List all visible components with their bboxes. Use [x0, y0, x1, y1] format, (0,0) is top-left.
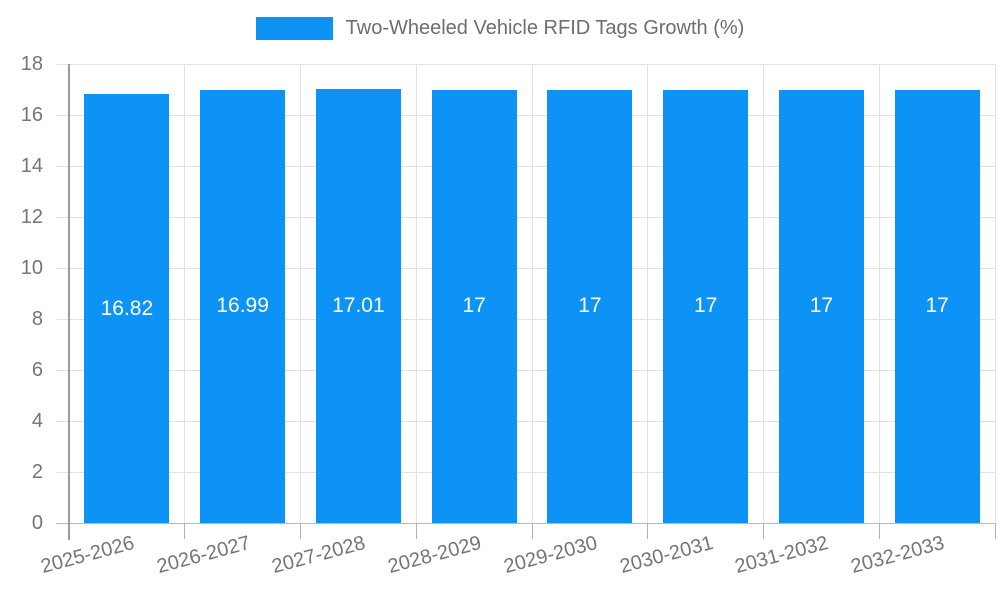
gridline-y [56, 267, 995, 269]
bar-value-label: 16.99 [216, 294, 269, 318]
gridline-y [56, 318, 995, 320]
legend-swatch [255, 17, 333, 40]
bar[interactable] [315, 89, 401, 523]
x-axis-tick [184, 523, 186, 539]
x-axis-tick [763, 523, 764, 539]
bar[interactable] [547, 89, 633, 523]
gridline-x [184, 64, 186, 523]
gridline-y [56, 216, 995, 218]
bar-value-label: 17.01 [332, 294, 385, 318]
gridline-y [56, 420, 995, 422]
bar-value-label: 17 [578, 294, 602, 318]
gridline-x [647, 64, 649, 523]
gridline-y [56, 471, 995, 473]
bar[interactable] [778, 89, 864, 523]
gridline-x [878, 64, 880, 523]
y-tick-label: 2 [31, 461, 43, 483]
bar[interactable] [663, 89, 749, 523]
y-tick-label: 10 [20, 257, 43, 279]
x-axis-tick [531, 523, 533, 539]
y-tick-label: 14 [20, 155, 43, 177]
bar[interactable] [200, 89, 286, 523]
x-axis-tick [994, 523, 996, 539]
gridline-y [56, 369, 995, 371]
plot-area: 0 2 4 6 8 10 12 14 16 18 16.82 16.99 17.01 17 17 17 17 17… [21, 53, 996, 578]
y-tick-label: 18 [20, 53, 43, 75]
gridline-y [56, 114, 995, 116]
y-tick-label: 12 [20, 206, 43, 228]
gridline-x [531, 64, 533, 523]
x-axis-tick [647, 523, 649, 539]
y-tick-label: 0 [31, 512, 43, 534]
legend-label: Two-Wheeled Vehicle RFID Tags Growth (%) [345, 17, 745, 39]
bar-value-label: 17 [809, 294, 834, 318]
y-tick-label: 8 [31, 308, 43, 330]
gridline-x [994, 64, 996, 523]
bar-value-label: 17 [925, 294, 949, 318]
gridline-y [56, 63, 995, 65]
y-tick-label: 4 [31, 410, 43, 432]
bar[interactable] [431, 89, 517, 523]
gridline-x [763, 64, 764, 523]
x-axis-tick [878, 523, 880, 539]
gridline-x [415, 64, 417, 523]
bar[interactable] [894, 89, 980, 523]
y-axis-line [68, 64, 70, 540]
x-axis-tick [300, 523, 301, 539]
bar-value-label: 17 [693, 294, 718, 318]
y-tick-label: 6 [31, 359, 43, 381]
x-axis-tick [415, 523, 417, 539]
y-tick-label: 16 [20, 104, 43, 126]
gridline-y [56, 165, 995, 167]
bar-value-label: 17 [462, 294, 486, 318]
bar[interactable] [84, 94, 170, 523]
gridline-y [56, 522, 995, 524]
chart-legend[interactable]: Two-Wheeled Vehicle RFID Tags Growth (%) [0, 17, 1000, 40]
gridline-x [300, 64, 301, 523]
bar-value-label: 16.82 [100, 296, 154, 320]
